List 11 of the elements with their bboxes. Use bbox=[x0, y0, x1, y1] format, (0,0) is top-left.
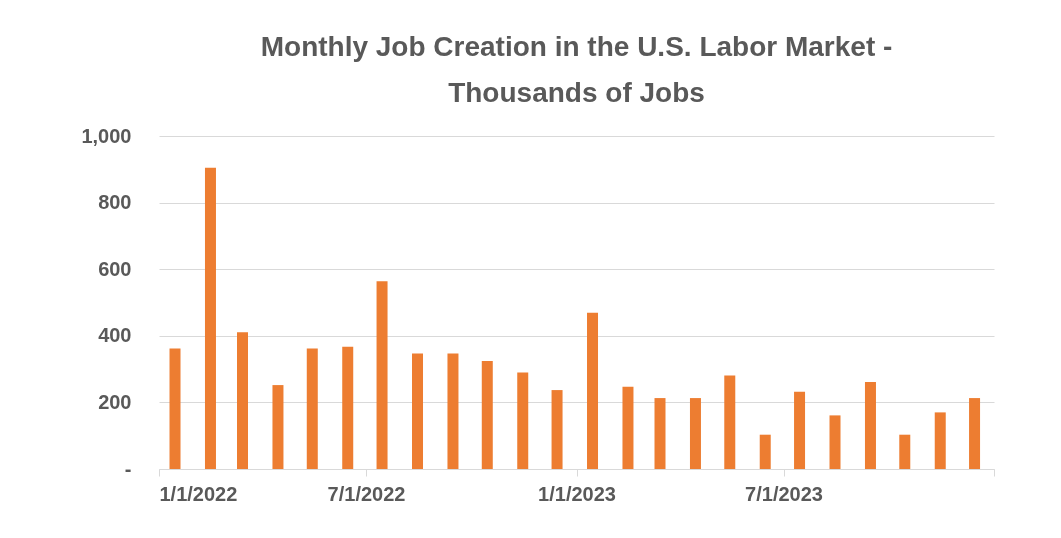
x-tick-label: 7/1/2023 bbox=[745, 482, 823, 505]
y-tick-label: 200 bbox=[98, 390, 132, 413]
y-tick-label: 800 bbox=[98, 191, 132, 214]
x-tick-label: 7/1/2022 bbox=[327, 482, 406, 505]
y-tick-label: - bbox=[124, 457, 132, 480]
y-tick-label: 600 bbox=[98, 257, 132, 280]
x-tick-label: 1/1/2023 bbox=[538, 482, 616, 505]
chart-title: Monthly Job Creation in the U.S. Labor Market - Thousands of Jobs bbox=[260, 31, 893, 108]
y-tick-label: 400 bbox=[98, 324, 132, 347]
x-tick-label: 1/1/2022 bbox=[159, 482, 238, 505]
y-tick-label: 1,000 bbox=[81, 124, 132, 147]
